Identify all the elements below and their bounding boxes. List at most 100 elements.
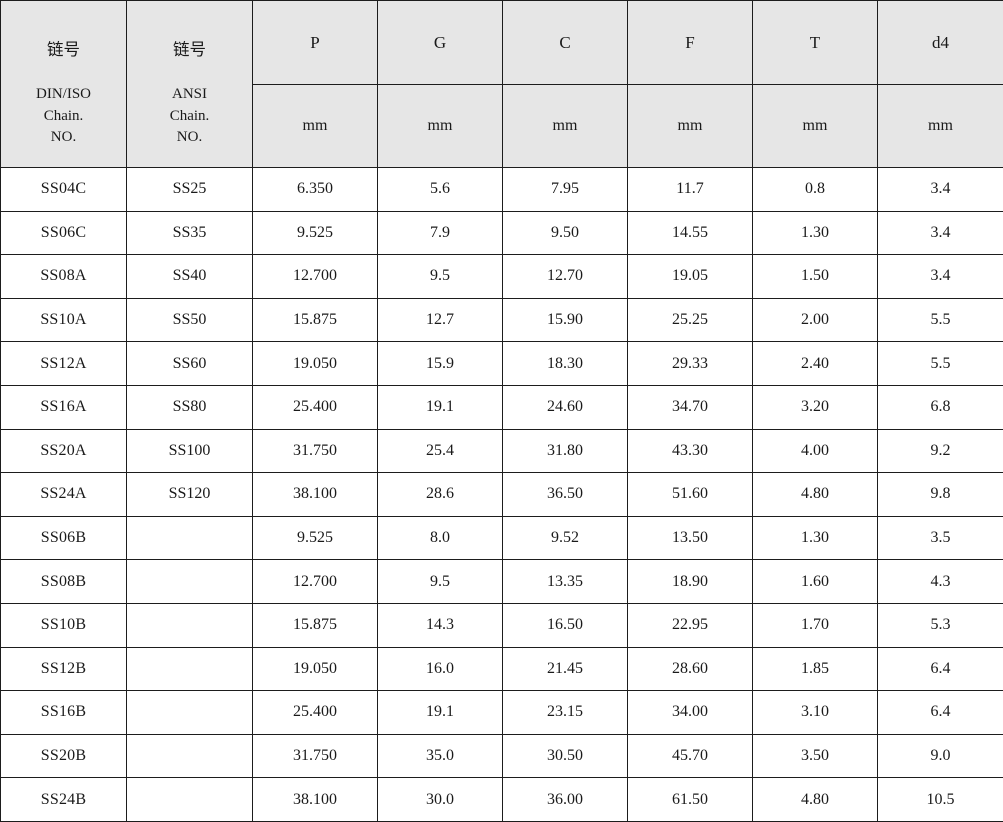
cell-ansi-chain-no <box>127 603 253 647</box>
cell-gap-g: 8.0 <box>378 516 503 560</box>
cell-length-f: 51.60 <box>628 473 753 517</box>
cell-din-iso-chain-no: SS08B <box>1 560 127 604</box>
header-unit-c: mm <box>503 85 628 168</box>
cell-pitch-p: 31.750 <box>253 429 378 473</box>
cell-ansi-chain-no: SS120 <box>127 473 253 517</box>
cell-pitch-p: 19.050 <box>253 342 378 386</box>
cell-width-c: 21.45 <box>503 647 628 691</box>
cell-din-iso-chain-no: SS10B <box>1 603 127 647</box>
header-ansi-english-label: ANSI Chain. NO. <box>131 58 248 148</box>
header-symbol-c: C <box>503 1 628 85</box>
cell-width-c: 36.00 <box>503 778 628 822</box>
cell-width-c: 9.52 <box>503 516 628 560</box>
header-row-symbols: 链号 DIN/ISO Chain. NO. 链号 ANSI Chain. NO.… <box>1 1 1003 85</box>
cell-gap-g: 35.0 <box>378 734 503 778</box>
cell-diameter-d4: 9.8 <box>878 473 1003 517</box>
table-header: 链号 DIN/ISO Chain. NO. 链号 ANSI Chain. NO.… <box>1 1 1003 168</box>
cell-thickness-t: 1.60 <box>753 560 878 604</box>
cell-pitch-p: 38.100 <box>253 473 378 517</box>
cell-thickness-t: 2.00 <box>753 298 878 342</box>
cell-thickness-t: 3.20 <box>753 385 878 429</box>
cell-ansi-chain-no: SS35 <box>127 211 253 255</box>
cell-pitch-p: 25.400 <box>253 385 378 429</box>
cell-thickness-t: 4.80 <box>753 473 878 517</box>
header-din-iso-chain-no: 链号 DIN/ISO Chain. NO. <box>1 1 127 168</box>
cell-diameter-d4: 3.5 <box>878 516 1003 560</box>
cell-thickness-t: 1.70 <box>753 603 878 647</box>
header-ansi-line-3: NO. <box>131 127 248 148</box>
cell-gap-g: 9.5 <box>378 560 503 604</box>
cell-din-iso-chain-no: SS24B <box>1 778 127 822</box>
cell-length-f: 13.50 <box>628 516 753 560</box>
cell-gap-g: 30.0 <box>378 778 503 822</box>
cell-gap-g: 16.0 <box>378 647 503 691</box>
cell-length-f: 29.33 <box>628 342 753 386</box>
cell-width-c: 13.35 <box>503 560 628 604</box>
header-din-iso-chinese-label: 链号 <box>5 20 122 59</box>
cell-ansi-chain-no <box>127 778 253 822</box>
cell-length-f: 34.70 <box>628 385 753 429</box>
cell-width-c: 12.70 <box>503 255 628 299</box>
header-din-iso-line-1: DIN/ISO <box>5 84 122 105</box>
cell-pitch-p: 31.750 <box>253 734 378 778</box>
header-symbol-f: F <box>628 1 753 85</box>
cell-din-iso-chain-no: SS24A <box>1 473 127 517</box>
cell-din-iso-chain-no: SS06B <box>1 516 127 560</box>
cell-pitch-p: 19.050 <box>253 647 378 691</box>
header-unit-f: mm <box>628 85 753 168</box>
cell-gap-g: 15.9 <box>378 342 503 386</box>
cell-din-iso-chain-no: SS16A <box>1 385 127 429</box>
cell-length-f: 22.95 <box>628 603 753 647</box>
cell-thickness-t: 2.40 <box>753 342 878 386</box>
cell-diameter-d4: 5.5 <box>878 342 1003 386</box>
cell-width-c: 18.30 <box>503 342 628 386</box>
cell-gap-g: 19.1 <box>378 385 503 429</box>
header-unit-g: mm <box>378 85 503 168</box>
cell-ansi-chain-no: SS40 <box>127 255 253 299</box>
cell-width-c: 30.50 <box>503 734 628 778</box>
cell-ansi-chain-no <box>127 647 253 691</box>
cell-diameter-d4: 3.4 <box>878 255 1003 299</box>
cell-pitch-p: 12.700 <box>253 560 378 604</box>
header-unit-p: mm <box>253 85 378 168</box>
header-din-iso-english-label: DIN/ISO Chain. NO. <box>5 58 122 148</box>
header-ansi-line-1: ANSI <box>131 84 248 105</box>
cell-gap-g: 12.7 <box>378 298 503 342</box>
cell-din-iso-chain-no: SS20B <box>1 734 127 778</box>
cell-length-f: 61.50 <box>628 778 753 822</box>
cell-length-f: 14.55 <box>628 211 753 255</box>
cell-ansi-chain-no <box>127 516 253 560</box>
cell-length-f: 19.05 <box>628 255 753 299</box>
cell-pitch-p: 9.525 <box>253 211 378 255</box>
cell-thickness-t: 0.8 <box>753 168 878 212</box>
cell-din-iso-chain-no: SS16B <box>1 691 127 735</box>
cell-pitch-p: 12.700 <box>253 255 378 299</box>
cell-pitch-p: 9.525 <box>253 516 378 560</box>
cell-width-c: 31.80 <box>503 429 628 473</box>
header-ansi-chain-no: 链号 ANSI Chain. NO. <box>127 1 253 168</box>
cell-gap-g: 19.1 <box>378 691 503 735</box>
cell-length-f: 11.7 <box>628 168 753 212</box>
cell-width-c: 7.95 <box>503 168 628 212</box>
cell-din-iso-chain-no: SS06C <box>1 211 127 255</box>
cell-ansi-chain-no: SS60 <box>127 342 253 386</box>
cell-ansi-chain-no <box>127 691 253 735</box>
cell-ansi-chain-no: SS50 <box>127 298 253 342</box>
cell-width-c: 24.60 <box>503 385 628 429</box>
cell-thickness-t: 3.10 <box>753 691 878 735</box>
cell-diameter-d4: 5.5 <box>878 298 1003 342</box>
cell-width-c: 16.50 <box>503 603 628 647</box>
cell-pitch-p: 15.875 <box>253 298 378 342</box>
cell-din-iso-chain-no: SS04C <box>1 168 127 212</box>
cell-gap-g: 7.9 <box>378 211 503 255</box>
cell-diameter-d4: 6.4 <box>878 647 1003 691</box>
